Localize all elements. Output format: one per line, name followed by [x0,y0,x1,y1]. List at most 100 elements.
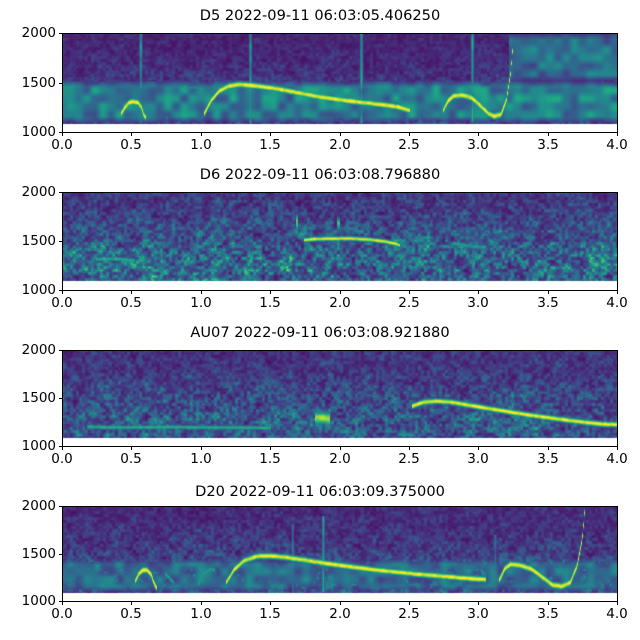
axis-spine-left [62,33,63,133]
y-tick-label: 1000 [21,438,56,454]
x-tick [409,446,410,450]
x-tick [201,601,202,605]
x-tick-label: 3.0 [467,137,489,153]
spectrogram-image [62,350,618,447]
axis-spine-left [62,192,63,291]
x-tick [617,446,618,450]
axis-spine-left [62,506,63,602]
y-tick [58,446,62,447]
x-tick-label: 0.5 [120,137,142,153]
y-tick [58,506,62,507]
x-tick [409,290,410,294]
spectrogram-image [62,33,618,133]
x-tick-label: 0.0 [51,451,73,467]
x-tick-label: 3.5 [537,295,559,311]
y-tick-label: 1500 [21,390,56,406]
axis-spine-top [62,506,618,507]
x-tick [548,601,549,605]
y-tick [58,132,62,133]
axis-spine-right [617,33,618,133]
x-tick [340,446,341,450]
x-tick-label: 2.0 [329,451,351,467]
x-tick-label: 4.0 [606,295,628,311]
x-tick [617,601,618,605]
x-tick-label: 1.5 [259,137,281,153]
axis-spine-bottom [62,446,618,447]
y-tick-label: 2000 [21,342,56,358]
x-tick-label: 1.5 [259,295,281,311]
x-tick-label: 0.5 [120,606,142,622]
x-tick-label: 2.0 [329,137,351,153]
x-tick-label: 0.0 [51,137,73,153]
y-tick-label: 1000 [21,593,56,609]
x-tick [201,132,202,136]
x-tick-label: 4.0 [606,606,628,622]
y-tick-label: 1500 [21,233,56,249]
x-tick [617,132,618,136]
x-tick-label: 0.5 [120,451,142,467]
axis-spine-top [62,350,618,351]
y-tick-label: 1500 [21,75,56,91]
x-tick-label: 3.5 [537,606,559,622]
y-tick [58,83,62,84]
y-tick-label: 1000 [21,282,56,298]
y-tick [58,350,62,351]
x-tick [548,446,549,450]
x-tick [270,290,271,294]
x-tick [548,132,549,136]
axis-spine-top [62,33,618,34]
y-tick-label: 2000 [21,25,56,41]
x-tick-label: 4.0 [606,137,628,153]
panel-title: D5 2022-09-11 06:03:05.406250 [199,7,441,24]
x-tick-label: 3.0 [467,606,489,622]
plot-area: 0.0 0.5 1.0 1.5 2.0 2.5 3.0 3.5 4.0 1000 1500 2000 [22,184,628,311]
axis-spine-right [617,506,618,602]
spectrogram-image [62,192,618,291]
x-tick-label: 3.5 [537,137,559,153]
y-tick-label: 1000 [21,124,56,140]
y-tick [58,601,62,602]
y-tick [58,192,62,193]
panel-title: AU07 2022-09-11 06:03:08.921880 [190,324,450,341]
x-tick-label: 3.0 [467,295,489,311]
panel-title: D6 2022-09-11 06:03:08.796880 [199,166,441,183]
x-tick [340,601,341,605]
y-tick-label: 1500 [21,546,56,562]
x-tick [62,446,63,450]
x-tick [62,601,63,605]
axis-spine-bottom [62,132,618,133]
x-tick [201,290,202,294]
x-tick-label: 2.5 [398,137,420,153]
axis-spine-bottom [62,290,618,291]
x-tick-label: 4.0 [606,451,628,467]
x-tick-label: 0.0 [51,295,73,311]
x-tick [340,132,341,136]
y-tick [58,554,62,555]
x-tick [270,132,271,136]
y-tick [58,398,62,399]
x-tick-label: 1.0 [190,137,212,153]
axis-spine-bottom [62,601,618,602]
axis-spine-left [62,350,63,447]
x-tick [409,601,410,605]
x-tick-label: 1.0 [190,451,212,467]
plot-area: 0.0 0.5 1.0 1.5 2.0 2.5 3.0 3.5 4.0 1000 1500 2000 [22,342,628,467]
x-tick [548,290,549,294]
x-tick-label: 2.5 [398,451,420,467]
x-tick [270,446,271,450]
x-tick [617,290,618,294]
y-tick [58,33,62,34]
x-tick [201,446,202,450]
plot-area: 0.0 0.5 1.0 1.5 2.0 2.5 3.0 3.5 4.0 1000 1500 2000 [22,25,628,153]
x-tick-label: 3.5 [537,451,559,467]
x-tick-label: 0.0 [51,606,73,622]
x-tick-label: 2.5 [398,606,420,622]
x-tick [270,601,271,605]
x-tick-label: 1.0 [190,295,212,311]
x-tick-label: 1.5 [259,451,281,467]
